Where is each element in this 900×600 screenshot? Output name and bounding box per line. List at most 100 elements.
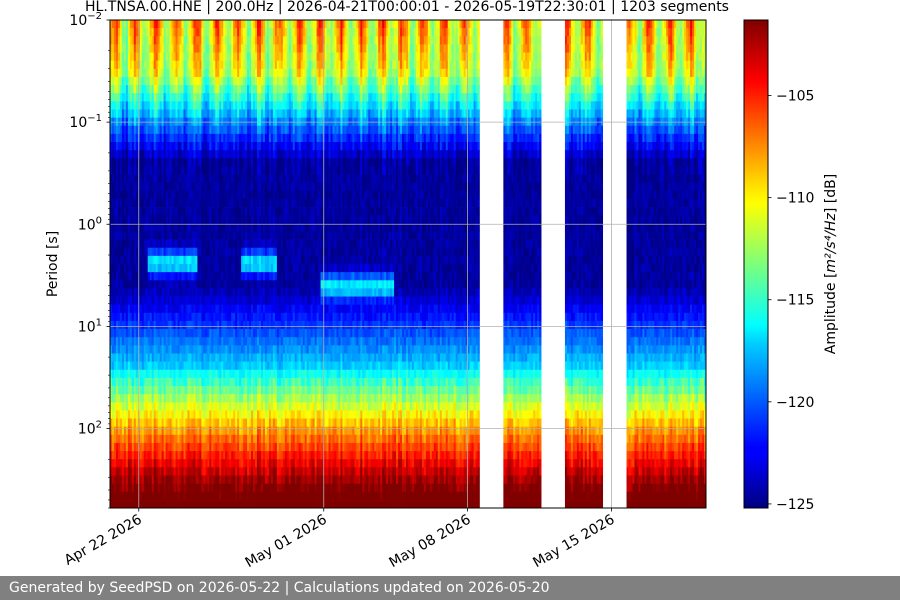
spectrogram-cell	[270, 215, 274, 224]
spectrogram-cell	[139, 467, 143, 476]
spectrogram-cell	[115, 150, 119, 159]
spectrogram-cell	[193, 499, 196, 509]
spectrogram-cell	[113, 475, 117, 484]
spectrogram-cell	[221, 426, 224, 436]
spectrogram-cell	[251, 280, 254, 289]
spectrogram-cell	[203, 93, 206, 102]
spectrogram-cell	[175, 394, 178, 403]
spectrogram-cell	[167, 312, 170, 322]
spectrogram-cell	[165, 377, 168, 387]
spectrogram-cell	[239, 491, 242, 501]
spectrogram-cell	[264, 158, 268, 167]
spectrogram-cell	[203, 76, 206, 86]
spectrogram-cell	[149, 369, 153, 379]
spectrogram-cell	[135, 36, 139, 45]
spectrogram-cell	[181, 150, 184, 159]
spectrogram-cell	[111, 52, 115, 62]
spectrogram-cell	[181, 337, 184, 346]
spectrogram-cell	[115, 337, 119, 346]
spectrogram-cell	[179, 247, 182, 257]
spectrogram-cell	[257, 182, 260, 192]
spectrogram-cell	[133, 434, 137, 444]
spectrogram-cell	[145, 434, 149, 444]
spectrogram-cell	[139, 166, 143, 175]
spectrogram-cell	[139, 150, 143, 159]
spectrogram-cell	[121, 410, 125, 419]
spectrogram-cell	[125, 231, 129, 240]
spectrogram-cell	[123, 166, 127, 175]
spectrogram-cell	[133, 150, 137, 159]
spectrogram-cell	[187, 133, 190, 143]
spectrogram-cell	[201, 190, 204, 200]
spectrogram-cell	[153, 190, 157, 200]
spectrogram-cell	[262, 451, 266, 460]
spectrogram-cell	[233, 329, 236, 338]
spectrogram-cell	[119, 426, 123, 436]
spectrogram-cell	[260, 101, 264, 110]
spectrogram-cell	[169, 133, 172, 143]
spectrogram-cell	[135, 434, 139, 444]
spectrogram-cell	[205, 345, 208, 354]
spectrogram-cell	[215, 215, 218, 224]
spectrogram-cell	[215, 207, 218, 216]
spectrogram-cell	[185, 402, 188, 411]
spectrogram-cell	[123, 142, 127, 151]
spectrogram-cell	[209, 491, 212, 501]
spectrogram-cell	[243, 85, 246, 94]
spectrogram-cell	[169, 402, 172, 411]
spectrogram-cell	[203, 182, 206, 192]
spectrogram-cell	[133, 133, 137, 143]
spectrogram-cell	[179, 142, 182, 151]
spectrogram-cell	[245, 386, 248, 395]
spectrogram-cell	[167, 467, 170, 476]
spectrogram-cell	[115, 459, 119, 468]
spectrogram-cell	[231, 426, 234, 436]
spectrogram-cell	[139, 76, 143, 86]
spectrogram-cell	[213, 394, 216, 403]
spectrogram-cell	[249, 377, 252, 387]
spectrogram-cell	[259, 361, 262, 371]
spectrogram-cell	[241, 52, 244, 62]
spectrogram-cell	[253, 142, 256, 151]
spectrogram-cell	[163, 68, 166, 78]
spectrogram-cell	[193, 459, 196, 468]
spectrogram-cell	[145, 215, 149, 224]
spectrogram-cell	[225, 60, 228, 70]
spectrogram-cell	[125, 345, 129, 354]
spectrogram-cell	[241, 182, 244, 192]
spectrogram-cell	[171, 418, 174, 428]
spectrogram-cell	[268, 394, 272, 403]
spectrogram-cell	[227, 491, 230, 501]
spectrogram-cell	[260, 231, 264, 240]
spectrogram-cell	[185, 36, 188, 45]
spectrogram-cell	[183, 394, 186, 403]
spectrogram-cell	[243, 451, 246, 460]
spectrogram-cell	[260, 207, 264, 216]
spectrogram-cell	[115, 190, 119, 200]
spectrogram-cell	[215, 361, 218, 371]
spectrogram-cell	[243, 353, 246, 362]
spectrogram-cell	[177, 207, 180, 216]
spectrogram-cell	[179, 36, 182, 45]
spectrogram-cell	[185, 158, 188, 167]
spectrogram-cell	[161, 150, 164, 159]
spectrogram-cell	[189, 174, 192, 184]
spectrogram-cell	[143, 44, 147, 53]
spectrogram-cell	[183, 190, 186, 200]
spectrogram-cell	[257, 345, 260, 354]
spectrogram-cell	[153, 426, 157, 436]
spectrogram-cell	[181, 491, 184, 501]
spectrogram-cell	[187, 304, 190, 314]
spectrogram-cell	[129, 304, 133, 314]
spectrogram-cell	[239, 377, 242, 387]
spectrogram-cell	[203, 44, 206, 53]
spectrogram-cell	[129, 158, 133, 167]
spectrogram-cell	[171, 215, 174, 224]
spectrogram-cell	[121, 68, 125, 78]
spectrogram-cell	[151, 109, 155, 118]
spectrogram-cell	[225, 345, 228, 354]
spectrogram-cell	[127, 304, 131, 314]
spectrogram-cell	[259, 247, 262, 257]
spectrogram-cell	[213, 28, 216, 37]
spectrogram-cell	[169, 198, 172, 208]
